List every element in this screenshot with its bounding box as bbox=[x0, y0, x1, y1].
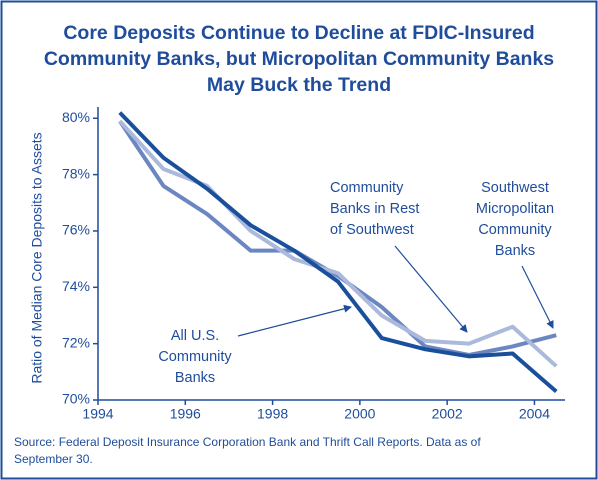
arrow bbox=[394, 245, 468, 333]
chart-title: Community Banks, but Micropolitan Commun… bbox=[44, 48, 554, 70]
y-tick-label: 80% bbox=[62, 109, 90, 125]
x-tick-label: 1994 bbox=[82, 406, 113, 422]
x-tick-label: 2004 bbox=[519, 406, 550, 422]
series-label: All U.S. bbox=[171, 328, 219, 344]
series-label: Community bbox=[158, 349, 232, 365]
series-label: of Southwest bbox=[330, 222, 414, 238]
series-label: Banks in Rest bbox=[330, 201, 419, 217]
series-line bbox=[118, 111, 558, 394]
y-tick-label: 76% bbox=[62, 222, 90, 238]
source: September 30. bbox=[14, 452, 93, 466]
y-axis-label: Ratio of Median Core Deposits to Assets bbox=[29, 132, 45, 383]
series-label: Community bbox=[478, 222, 552, 238]
x-tick-label: 2000 bbox=[344, 406, 375, 422]
series-label: Banks bbox=[175, 370, 215, 386]
y-tick-label: 70% bbox=[62, 391, 90, 407]
chart-title: May Buck the Trend bbox=[207, 74, 391, 96]
series-line bbox=[118, 119, 557, 357]
y-tick-label: 78% bbox=[62, 165, 90, 181]
source: Source: Federal Deposit Insurance Corpor… bbox=[14, 435, 481, 449]
arrow bbox=[237, 304, 352, 337]
y-tick-label: 72% bbox=[62, 334, 90, 350]
series-label: Community bbox=[330, 180, 404, 196]
series-label: Banks bbox=[495, 243, 535, 259]
chart-title: Core Deposits Continue to Decline at FDI… bbox=[63, 22, 534, 44]
series-label: Southwest bbox=[481, 180, 549, 196]
arrow bbox=[521, 265, 554, 329]
y-tick-label: 74% bbox=[62, 278, 90, 294]
x-tick-label: 1998 bbox=[257, 406, 288, 422]
series-label: Micropolitan bbox=[476, 201, 554, 217]
x-tick-label: 1996 bbox=[170, 406, 201, 422]
x-tick-label: 2002 bbox=[432, 406, 463, 422]
